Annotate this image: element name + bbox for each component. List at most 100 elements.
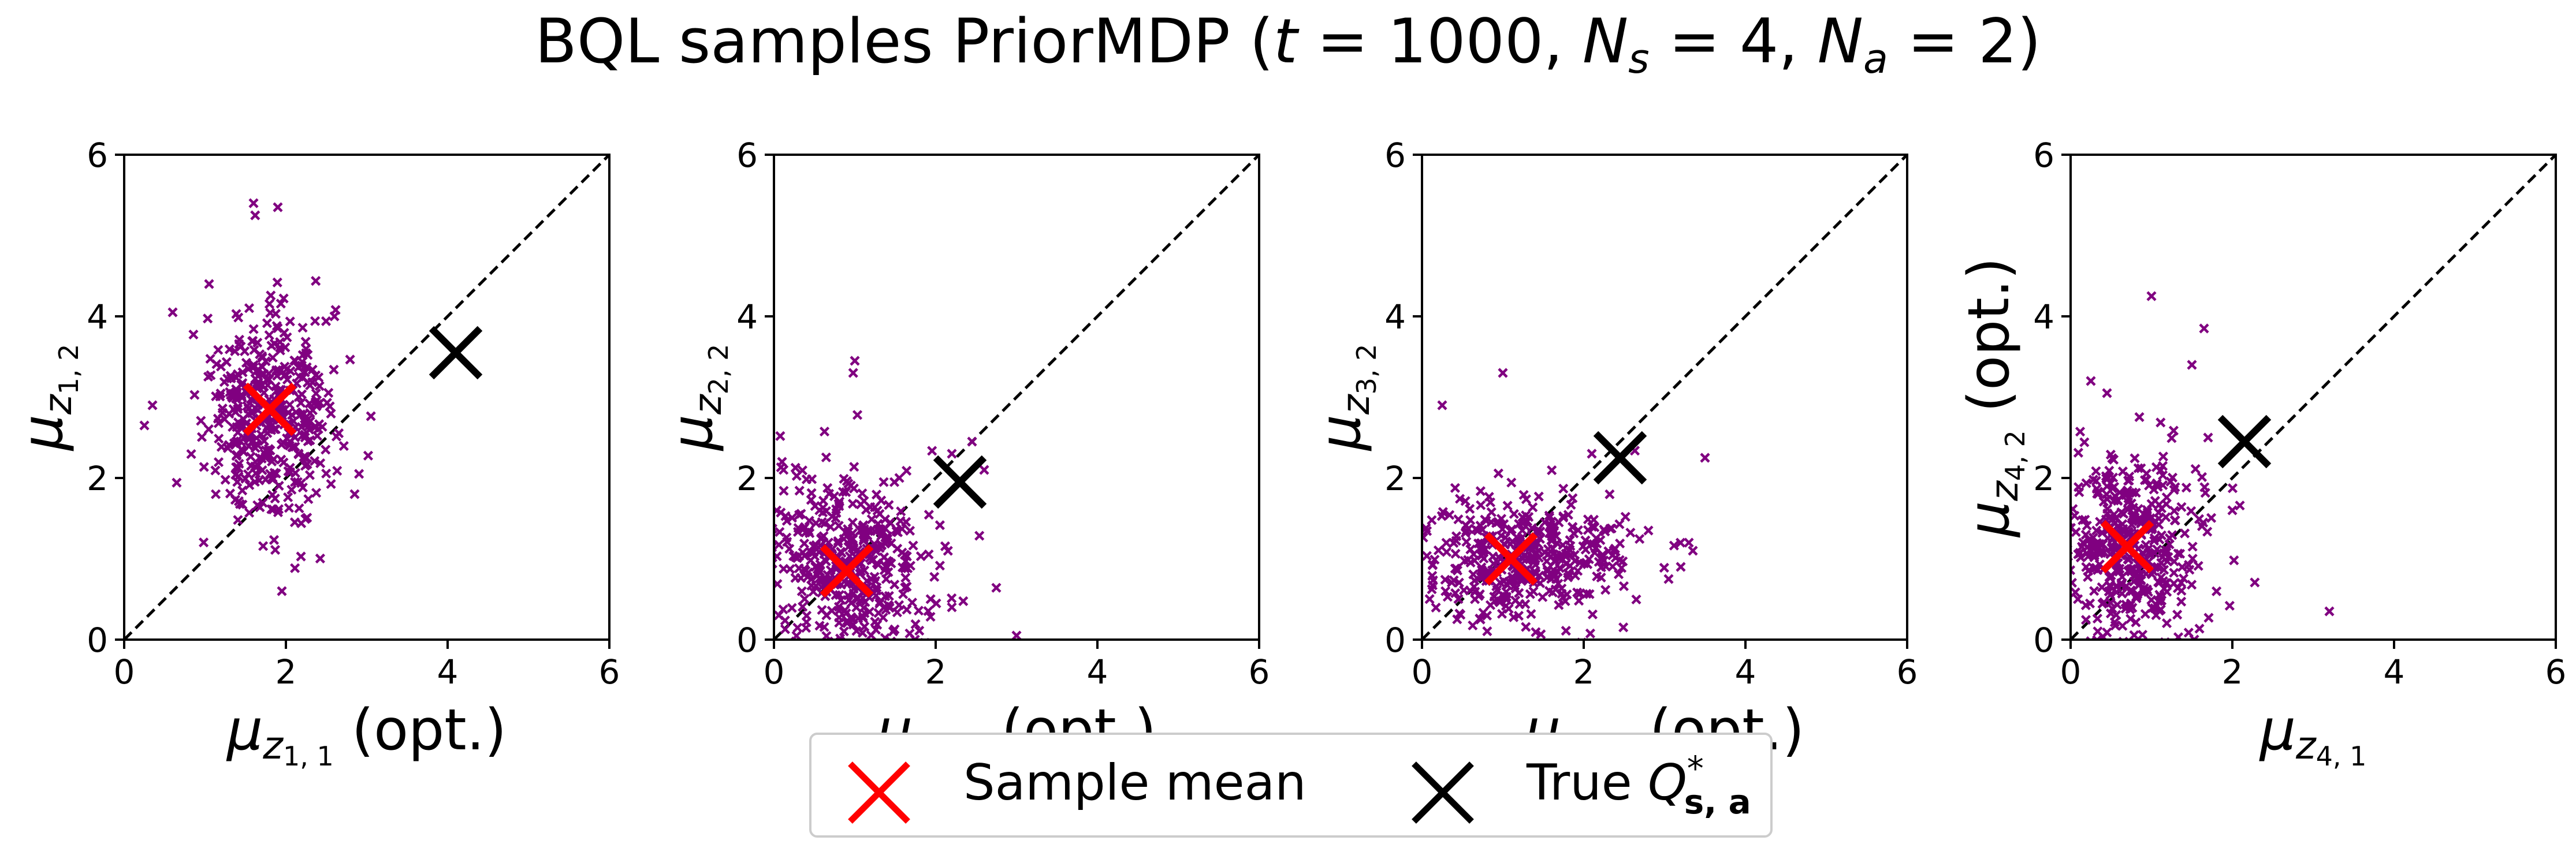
sample-point [2156, 530, 2166, 540]
sample-point [366, 411, 376, 421]
sample-point [905, 561, 915, 571]
true-q-marker [429, 326, 483, 380]
sample-point [857, 488, 868, 499]
sample-point [2169, 567, 2179, 578]
sample-point [799, 593, 810, 604]
x-tick-label: 6 [2545, 652, 2567, 692]
sample-point [251, 468, 261, 479]
sample-point [307, 364, 318, 375]
sample-point [2154, 499, 2164, 510]
sample-point [2125, 614, 2136, 624]
sample-point [859, 524, 869, 535]
sample-point [1517, 525, 1528, 536]
sample-point [300, 367, 310, 378]
sample-point [256, 453, 267, 464]
sample-point [846, 597, 857, 608]
sample-point [947, 602, 957, 612]
sample-point [248, 363, 259, 373]
sample-point [314, 419, 325, 430]
sample-point [1450, 588, 1461, 599]
x-tick-label: 2 [276, 652, 297, 692]
sample-point [889, 580, 900, 590]
sample-point [886, 538, 896, 548]
sample-point [251, 380, 262, 391]
sample-point [850, 356, 860, 366]
sample-point [1476, 544, 1487, 555]
sample-point [1584, 589, 1595, 599]
sample-point [2144, 480, 2154, 491]
sample-point [947, 449, 957, 459]
sample-point [1620, 511, 1631, 522]
y-tick-label: 4 [87, 297, 108, 337]
sample-point [2197, 521, 2208, 532]
sample-point [2187, 360, 2197, 370]
sample-point [1589, 547, 1600, 558]
y-tick-label: 0 [736, 621, 758, 660]
sample-point [304, 470, 315, 480]
sample-point [831, 590, 841, 600]
sample-mean-marker [820, 544, 874, 598]
sample-point [1631, 594, 1641, 605]
sample-point [865, 526, 876, 536]
sample-point [1581, 589, 1592, 599]
sample-point [345, 354, 355, 365]
sample-point [2117, 466, 2128, 477]
x-tick-label: 2 [2222, 652, 2243, 692]
sample-point [1478, 607, 1488, 618]
sample-point [321, 316, 332, 326]
sample-point [851, 626, 862, 636]
sample-point [2129, 630, 2139, 640]
sample-point [858, 593, 868, 603]
sample-point [1583, 559, 1593, 569]
sample-point [270, 544, 281, 555]
y-axis-label: μz4, 2 (opt.) [1956, 257, 2031, 538]
sample-point [884, 591, 894, 601]
sample-point [2167, 472, 2178, 483]
sample-point [263, 420, 274, 430]
sample-point [2186, 506, 2197, 516]
sample-point [253, 405, 263, 416]
sample-point [837, 487, 848, 497]
sample-point [2172, 610, 2183, 620]
sample-point [787, 603, 797, 613]
sample-point [1596, 562, 1606, 573]
sample-point [2071, 565, 2076, 576]
sample-point [1561, 626, 1571, 636]
sample-point [244, 441, 254, 451]
sample-point [2074, 482, 2084, 492]
sample-point [1514, 518, 1524, 529]
sample-point [2080, 529, 2091, 540]
sample-point [1475, 589, 1485, 599]
sample-point [199, 462, 209, 472]
sample-point [814, 505, 825, 516]
sample-point [270, 493, 280, 504]
sample-point [2167, 530, 2177, 540]
sample-point [331, 431, 342, 442]
sample-point [233, 463, 244, 473]
sample-point [1496, 531, 1506, 541]
sample-point [2199, 482, 2210, 492]
sample-point [1522, 552, 1533, 563]
sample-point [232, 450, 242, 460]
sample-point [244, 507, 255, 518]
sample-point [1465, 503, 1475, 514]
sample-point [1599, 555, 1609, 566]
sample-point [2157, 461, 2168, 471]
sample-point [818, 531, 829, 541]
sample-point [1493, 468, 1503, 479]
sample-point [213, 457, 224, 468]
sample-point [1011, 630, 1022, 640]
sample-point [301, 343, 311, 354]
sample-point [285, 316, 295, 327]
sample-point [2146, 595, 2157, 605]
sample-point [205, 353, 215, 364]
sample-point [2131, 592, 2141, 602]
sample-point [2134, 514, 2144, 525]
sample-point [1580, 544, 1591, 555]
sample-point [167, 307, 178, 318]
sample-point [349, 489, 360, 499]
y-tick-label: 4 [2033, 297, 2054, 337]
sample-point [1521, 622, 1531, 632]
sample-point [257, 351, 267, 361]
